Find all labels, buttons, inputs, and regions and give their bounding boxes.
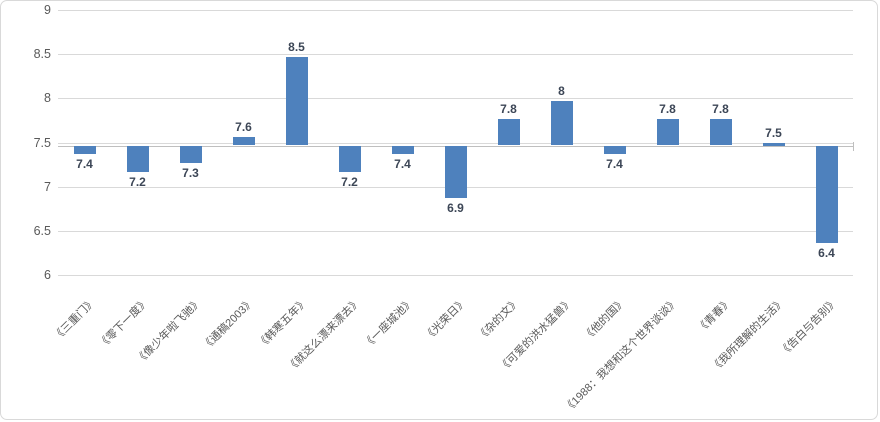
bar-value-label: 7.8	[659, 102, 676, 116]
x-category-label: 《光荣日》	[421, 296, 469, 344]
bar	[391, 145, 414, 155]
bar	[603, 145, 626, 155]
y-axis-tick-label: 8	[44, 91, 51, 106]
x-category-label: 《韩寒五年》	[254, 296, 310, 352]
gridline	[58, 142, 853, 144]
y-axis-tick-label: 8.5	[33, 47, 51, 62]
gridline	[58, 98, 853, 100]
bar	[444, 145, 467, 199]
axis-end-tick	[853, 141, 854, 151]
bar	[762, 143, 785, 146]
bar	[285, 57, 308, 146]
x-category-label: 《他的国》	[580, 296, 628, 344]
bar	[232, 136, 255, 146]
x-category-label: 《杂的文》	[474, 296, 522, 344]
gridline	[58, 274, 853, 276]
x-category-label: 《零下一度》	[95, 296, 151, 352]
bar	[550, 101, 573, 146]
bar-value-label: 6.4	[818, 245, 835, 260]
bar	[73, 145, 96, 155]
bar-value-label: 7.4	[606, 157, 623, 172]
bar-value-label: 8	[558, 84, 565, 99]
bar	[126, 145, 149, 172]
gridline	[58, 54, 853, 56]
x-category-label: 《三重门》	[50, 296, 98, 344]
x-category-label: 《一座城池》	[360, 296, 416, 352]
bar-value-label: 7.3	[182, 166, 199, 181]
y-axis-tick-label: 7.5	[33, 135, 51, 150]
y-axis-tick-label: 6.5	[33, 223, 51, 238]
gridline	[58, 230, 853, 232]
bar	[656, 119, 679, 146]
bar	[815, 145, 838, 243]
gridline	[58, 10, 853, 11]
bar-value-label: 8.5	[288, 40, 305, 55]
bar-value-label: 7.6	[235, 119, 252, 134]
x-category-label: 《1988：我想和这个世界谈谈》	[561, 296, 681, 416]
x-category-label: 《通稿2003》	[200, 296, 257, 353]
x-category-label: 《青春》	[694, 296, 734, 336]
bar-value-label: 6.9	[447, 201, 464, 216]
y-axis-tick-label: 7	[44, 179, 51, 194]
bar-value-label: 7.8	[500, 102, 517, 116]
bar	[709, 119, 732, 146]
y-axis-tick-label: 9	[44, 3, 51, 17]
bar-value-label: 7.8	[712, 102, 729, 116]
bar-value-label: 7.5	[765, 126, 782, 140]
y-axis-tick-label: 6	[44, 267, 51, 282]
bar	[497, 119, 520, 146]
bar-value-label: 7.4	[394, 157, 411, 172]
bar	[338, 145, 361, 172]
bar-value-label: 7.2	[341, 174, 358, 189]
bar-value-label: 7.4	[76, 157, 93, 172]
bar	[179, 145, 202, 164]
bar-value-label: 7.2	[129, 174, 146, 189]
